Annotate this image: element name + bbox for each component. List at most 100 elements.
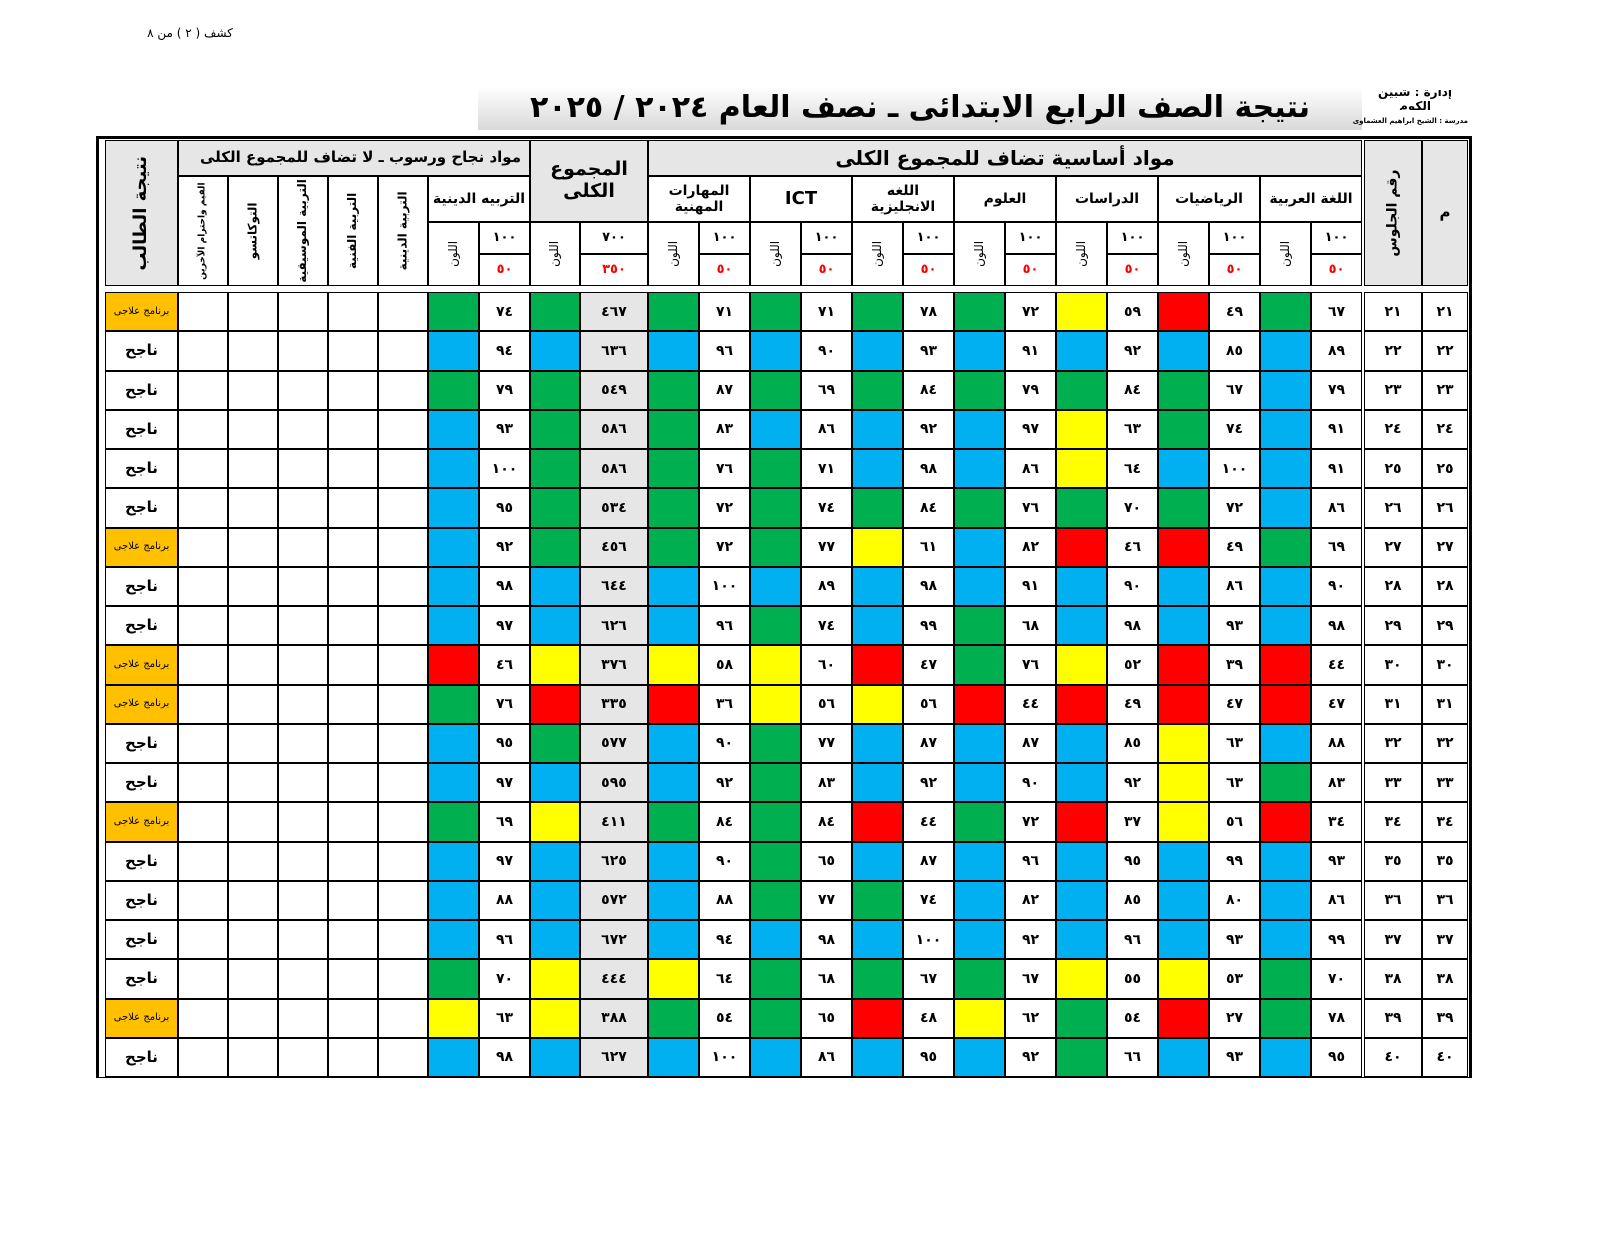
grade-color xyxy=(1260,488,1311,528)
min-label: ٣٥٠ xyxy=(580,254,648,286)
grade-color xyxy=(1056,723,1107,763)
score: ٥٩ xyxy=(1107,292,1158,332)
grade-color xyxy=(1260,920,1311,960)
empty-cell xyxy=(328,959,378,999)
grade-color xyxy=(1260,645,1311,685)
grade-color xyxy=(750,488,801,528)
seat-header: رقم الجلوس xyxy=(1364,140,1422,286)
seat-number: ٢٤ xyxy=(1364,409,1422,449)
score: ٨٣ xyxy=(699,409,750,449)
grade-color xyxy=(1158,488,1209,528)
empty-cell xyxy=(378,488,428,528)
score: ٨٦ xyxy=(801,409,852,449)
score: ٨٤ xyxy=(801,802,852,842)
empty-cell xyxy=(378,370,428,410)
grade-color xyxy=(1158,998,1209,1038)
grade-color xyxy=(428,527,479,567)
color-label-text: اللون xyxy=(547,241,562,267)
grade-color xyxy=(428,998,479,1038)
score: ٩٢ xyxy=(1107,331,1158,371)
grade-color xyxy=(1158,566,1209,606)
empty-cell xyxy=(328,292,378,332)
score: ٩٢ xyxy=(1005,920,1056,960)
score: ٧٦ xyxy=(699,449,750,489)
seat-number: ٣٤ xyxy=(1364,802,1422,842)
score: ٧١ xyxy=(801,292,852,332)
score: ٩٦ xyxy=(699,606,750,646)
student-result: برنامج علاجى xyxy=(105,684,178,724)
score: ١٠٠ xyxy=(699,1037,750,1077)
empty-cell xyxy=(378,527,428,567)
min-label: ٥٠ xyxy=(699,254,750,286)
min-label: ٥٠ xyxy=(1209,254,1260,286)
score: ٨٤ xyxy=(903,370,954,410)
score: ٧٦ xyxy=(1005,488,1056,528)
empty-cell xyxy=(228,488,278,528)
grade-color xyxy=(1158,606,1209,646)
student-result: برنامج علاجى xyxy=(105,645,178,685)
empty-cell xyxy=(228,841,278,881)
score: ٥٨٦ xyxy=(580,449,648,489)
score: ٣٧٦ xyxy=(580,645,648,685)
grade-color xyxy=(530,880,580,920)
grade-color xyxy=(852,449,903,489)
empty-cell xyxy=(178,1037,228,1077)
score: ٩٧ xyxy=(479,606,530,646)
empty-cell xyxy=(278,880,328,920)
grade-color xyxy=(1056,449,1107,489)
grade-color xyxy=(852,998,903,1038)
color-label: اللون xyxy=(954,222,1005,286)
grade-color xyxy=(1056,998,1107,1038)
grade-color xyxy=(648,723,699,763)
score: ٩٢ xyxy=(903,409,954,449)
grade-color xyxy=(954,606,1005,646)
seat-number: ٤٠ xyxy=(1364,1037,1422,1077)
other-subject: التربية الفنية xyxy=(328,176,378,286)
grade-color xyxy=(648,802,699,842)
score: ٩٣ xyxy=(1209,920,1260,960)
grade-color xyxy=(1056,1037,1107,1077)
student-result: ناجح xyxy=(105,763,178,803)
color-label-text: اللون xyxy=(767,241,782,267)
score: ٥٨ xyxy=(699,645,750,685)
empty-cell xyxy=(278,920,328,960)
empty-cell xyxy=(178,292,228,332)
student-result: برنامج علاجى xyxy=(105,292,178,332)
grade-color xyxy=(428,880,479,920)
grade-color xyxy=(750,998,801,1038)
grade-color xyxy=(1260,959,1311,999)
grade-color xyxy=(428,684,479,724)
subject-name: ICT xyxy=(750,176,852,222)
grade-color xyxy=(428,331,479,371)
seat-number: ٣٦ xyxy=(1364,880,1422,920)
grade-color xyxy=(1158,841,1209,881)
grade-color xyxy=(1158,880,1209,920)
other-subject: التوكاتسو xyxy=(228,176,278,286)
score: ٦٥ xyxy=(801,841,852,881)
grade-color xyxy=(1158,920,1209,960)
score: ٧٦ xyxy=(1005,645,1056,685)
score: ٩٣ xyxy=(903,331,954,371)
empty-cell xyxy=(378,763,428,803)
score: ٩٢ xyxy=(1005,1037,1056,1077)
color-label-text: اللون xyxy=(869,241,884,267)
grade-color xyxy=(530,920,580,960)
score: ٥٦ xyxy=(801,684,852,724)
grade-color xyxy=(954,527,1005,567)
empty-cell xyxy=(228,292,278,332)
grade-color xyxy=(1056,880,1107,920)
empty-cell xyxy=(278,645,328,685)
score: ٩٠ xyxy=(1107,566,1158,606)
grade-color xyxy=(648,841,699,881)
score: ٩٠ xyxy=(801,331,852,371)
grade-color xyxy=(852,331,903,371)
empty-cell xyxy=(378,959,428,999)
score: ٩٥ xyxy=(1311,1037,1362,1077)
group-total: المجموع الكلى xyxy=(530,140,648,222)
score: ٩١ xyxy=(1311,449,1362,489)
score: ٩٤ xyxy=(699,920,750,960)
row-number: ٢١ xyxy=(1422,292,1468,332)
empty-cell xyxy=(378,566,428,606)
score: ٩٦ xyxy=(1107,920,1158,960)
empty-cell xyxy=(178,763,228,803)
